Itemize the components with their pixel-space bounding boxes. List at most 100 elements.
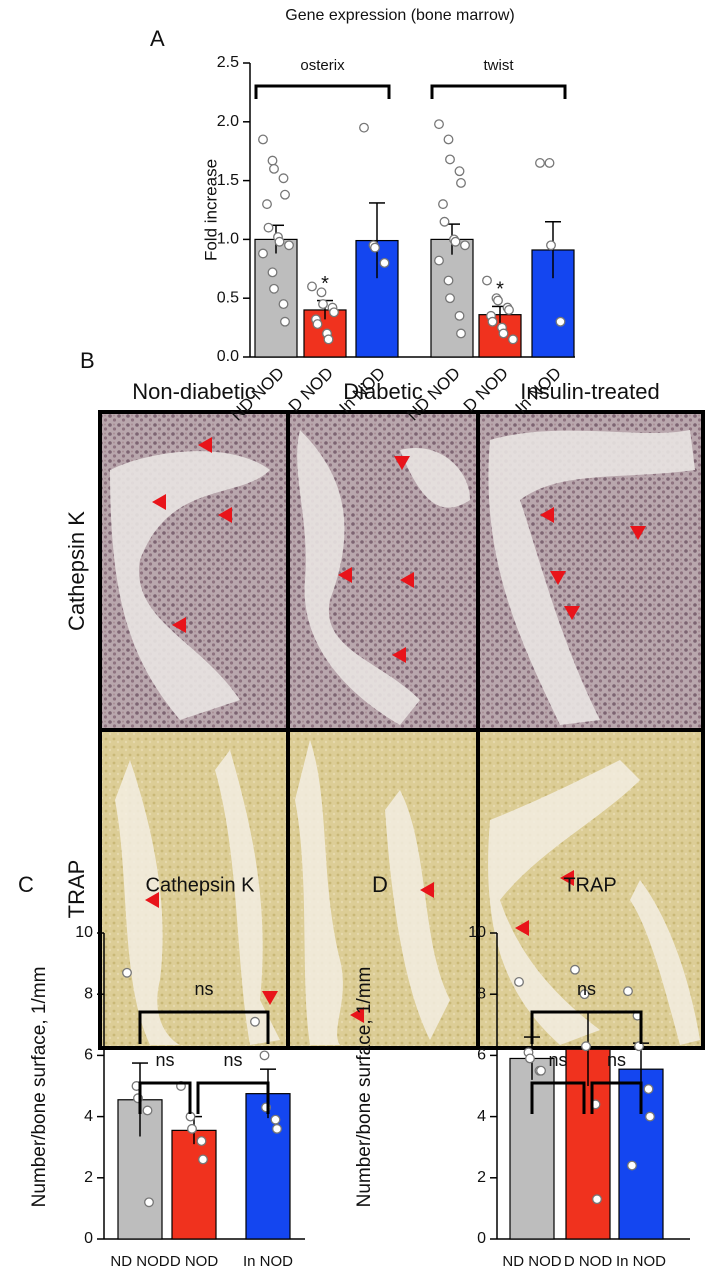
data-point <box>307 281 317 292</box>
y-tick-label: 0.5 <box>217 289 239 306</box>
data-point <box>269 283 279 294</box>
data-point <box>570 964 580 975</box>
data-point <box>525 1053 535 1064</box>
bracket-label: ns <box>223 1050 242 1070</box>
data-point <box>535 158 545 168</box>
data-point <box>316 287 327 298</box>
data-point <box>508 334 518 345</box>
data-point <box>370 242 380 253</box>
data-point <box>645 1111 655 1122</box>
data-point <box>579 989 590 1000</box>
data-point <box>142 1105 153 1116</box>
data-point <box>270 1114 281 1125</box>
y-tick-label: 6 <box>84 1047 93 1064</box>
bracket-label: ns <box>577 979 596 999</box>
y-tick-label: 6 <box>477 1047 486 1064</box>
data-point <box>434 119 444 130</box>
data-point <box>280 189 290 200</box>
y-tick-label: 4 <box>477 1108 486 1125</box>
y-tick-label: 1.5 <box>217 172 239 189</box>
y-tick-label: 0 <box>84 1230 93 1247</box>
column-header: Diabetic <box>343 379 422 404</box>
panel-label: D <box>372 872 388 897</box>
bracket <box>590 1081 643 1114</box>
data-point <box>450 236 461 247</box>
data-point <box>493 295 503 306</box>
x-tick-label: In NOD <box>616 1253 666 1270</box>
data-point <box>258 248 268 259</box>
data-point <box>439 216 450 227</box>
y-axis-label: Fold increase <box>201 159 220 261</box>
y-tick-label: 2.5 <box>217 54 239 71</box>
y-tick-label: 2 <box>84 1169 93 1186</box>
y-axis-label: Number/bone surface, 1/mm <box>29 967 50 1208</box>
panel-label: A <box>150 26 165 51</box>
data-point <box>274 236 285 247</box>
bar <box>254 238 298 358</box>
data-point <box>323 334 334 345</box>
data-point <box>263 222 274 233</box>
data-point <box>498 328 509 339</box>
chart-title: TRAP <box>563 874 616 896</box>
bracket <box>430 84 567 99</box>
data-point <box>196 1136 207 1147</box>
chart-title: Cathepsin K <box>146 874 256 896</box>
y-tick-label: 8 <box>84 985 93 1002</box>
data-point <box>438 199 448 210</box>
data-point <box>482 275 492 286</box>
bracket-label: ns <box>155 1050 174 1070</box>
y-tick-label: 10 <box>75 924 93 941</box>
data-point <box>445 293 455 304</box>
column-header: Insulin-treated <box>520 379 659 404</box>
data-point <box>634 1041 644 1052</box>
bracket <box>530 1081 586 1114</box>
data-point <box>443 275 454 286</box>
data-point <box>144 1197 154 1208</box>
significance-mark: * <box>321 273 329 295</box>
data-point <box>592 1194 602 1205</box>
y-tick-label: 10 <box>468 924 486 941</box>
data-point <box>278 173 289 184</box>
row-header: TRAP <box>64 860 89 919</box>
data-point <box>460 240 470 251</box>
x-tick-label: In NOD <box>243 1253 293 1270</box>
column-header: Non-diabetic <box>132 379 256 404</box>
data-point <box>454 310 465 321</box>
data-point <box>250 1016 260 1027</box>
data-point <box>269 163 279 174</box>
data-point <box>280 316 290 327</box>
data-point <box>487 316 498 327</box>
data-point <box>267 267 278 278</box>
data-point <box>259 1050 270 1061</box>
x-tick-label: D NOD <box>564 1253 613 1270</box>
y-tick-label: 4 <box>84 1108 93 1125</box>
bracket-label: ns <box>607 1050 626 1070</box>
x-tick-label: D NOD <box>285 364 337 416</box>
bracket <box>254 84 391 99</box>
bracket <box>138 1081 192 1114</box>
data-point <box>284 240 294 251</box>
data-point <box>258 134 268 145</box>
bracket-label: ns <box>194 979 213 999</box>
y-tick-label: 2 <box>477 1169 486 1186</box>
data-point <box>187 1123 197 1134</box>
x-tick-label: D NOD <box>170 1253 219 1270</box>
panel-label: C <box>18 872 34 897</box>
arrowheads <box>145 437 646 1023</box>
data-point <box>379 257 390 268</box>
bracket <box>138 1010 270 1044</box>
bone-areas <box>110 430 695 725</box>
data-point <box>456 328 466 339</box>
y-axis-label: Number/bone surface, 1/mm <box>354 967 375 1208</box>
data-point <box>445 154 455 165</box>
y-tick-label: 0 <box>477 1230 486 1247</box>
data-point <box>198 1154 208 1165</box>
data-point <box>262 199 272 210</box>
panel-label: B <box>80 348 95 373</box>
y-tick-label: 2.0 <box>217 113 239 130</box>
x-tick-label: D NOD <box>460 364 512 416</box>
chart-title: Gene expression (bone marrow) <box>285 7 514 24</box>
data-point <box>267 155 278 166</box>
row-header: Cathepsin K <box>64 511 89 631</box>
